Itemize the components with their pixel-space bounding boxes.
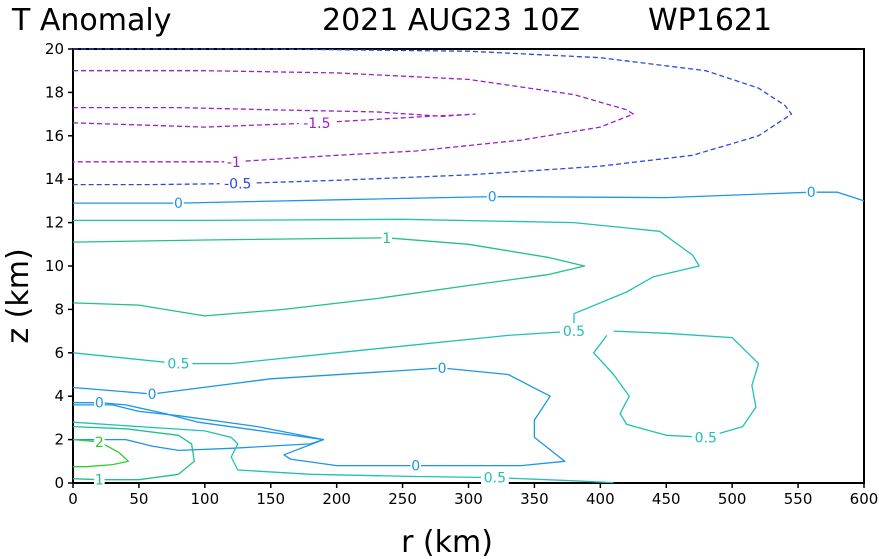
contour-label-background [298, 114, 336, 131]
x-tick-label: 600 [850, 490, 879, 508]
contour-label: 0 [174, 196, 183, 212]
contour-label-background [805, 184, 817, 201]
x-axis-label: r (km) [401, 525, 493, 559]
y-tick-label: 8 [54, 300, 64, 318]
y-tick-label: 20 [45, 40, 64, 58]
x-tick-label: 250 [388, 490, 417, 508]
title-datetime: 2021 AUG23 10Z [322, 3, 580, 38]
x-tick-label: 100 [191, 490, 220, 508]
title-variable: T Anomaly [11, 3, 171, 38]
x-tick-label: 400 [586, 490, 615, 508]
x-tick-label: 450 [652, 490, 681, 508]
contour-label: 0.5 [695, 430, 717, 446]
title-storm-id: WP1621 [648, 3, 772, 38]
contour-label: -1 [227, 155, 241, 171]
y-tick-label: 16 [45, 127, 64, 145]
contour-line [72, 237, 586, 317]
y-axis-label: z (km) [1, 248, 36, 343]
x-tick-label: 200 [322, 490, 351, 508]
contour-label-background [94, 471, 105, 488]
y-tick-label: 12 [45, 214, 64, 232]
contour-line [72, 367, 566, 467]
contour-line [73, 402, 325, 452]
contour-line [73, 48, 793, 186]
x-tick-label: 0 [68, 490, 78, 508]
contour-label-background [560, 323, 588, 340]
contour-line [593, 330, 760, 439]
contour-label-background [224, 153, 244, 170]
contour-label-background [219, 175, 256, 192]
contour-label-background [94, 433, 105, 450]
y-tick-label: 2 [54, 431, 64, 449]
contour-label-background [410, 457, 422, 474]
contour-lines [72, 48, 865, 484]
contour-label: 0 [438, 361, 447, 377]
contour-labels: -1.5 -1 -0.5 0 0 0 1 0.5 0.5 0.5 0 0 0 0 0.5 1 2 [94, 114, 817, 489]
x-tick-label: 500 [718, 490, 747, 508]
contour-line [72, 425, 195, 481]
y-tick-label: 4 [54, 387, 64, 405]
contour-label: 0.5 [167, 357, 189, 373]
contour-label: 0.5 [484, 471, 506, 487]
contour-line [72, 218, 700, 365]
contour-line [72, 106, 476, 128]
contour-label-background [173, 195, 184, 212]
y-tick-label: 14 [45, 170, 64, 188]
contour-line [73, 70, 634, 163]
contour-label: 0 [807, 185, 816, 201]
chart-title: T Anomaly 2021 AUG23 10Z WP1621 [11, 3, 772, 38]
axis-ticks: 0 50 100 150 200 250 300 350 400 450 500 550 6000246… [45, 40, 878, 508]
y-tick-label: 6 [54, 344, 64, 362]
contour-label-background [381, 229, 393, 246]
contour-label-background [164, 355, 193, 372]
contour-line [72, 421, 614, 484]
x-tick-label: 300 [454, 490, 483, 508]
contour-label-background [146, 386, 158, 403]
contour-label-background [486, 188, 498, 205]
contour-label: 0 [411, 459, 420, 475]
contour-label: 0 [95, 396, 104, 412]
contour-label: 0 [488, 190, 497, 206]
contour-label: 2 [95, 435, 104, 451]
contour-line [73, 191, 865, 204]
y-tick-label: 10 [45, 257, 64, 275]
contour-label-background [436, 359, 448, 376]
contour-label-background [94, 394, 105, 411]
x-tick-label: 550 [784, 490, 813, 508]
contour-label: 1 [382, 231, 391, 247]
contour-label-background [691, 429, 720, 446]
contour-label-background [480, 469, 509, 486]
contour-label: -1.5 [303, 116, 330, 132]
x-tick-label: 50 [129, 490, 148, 508]
y-tick-label: 0 [54, 474, 64, 492]
x-tick-label: 150 [256, 490, 285, 508]
x-tick-label: 350 [520, 490, 549, 508]
y-tick-label: 18 [45, 83, 64, 101]
contour-label: 0 [148, 387, 157, 403]
contour-label: 1 [95, 473, 104, 489]
contour-label: 0.5 [563, 324, 585, 340]
contour-label: -0.5 [224, 177, 251, 193]
